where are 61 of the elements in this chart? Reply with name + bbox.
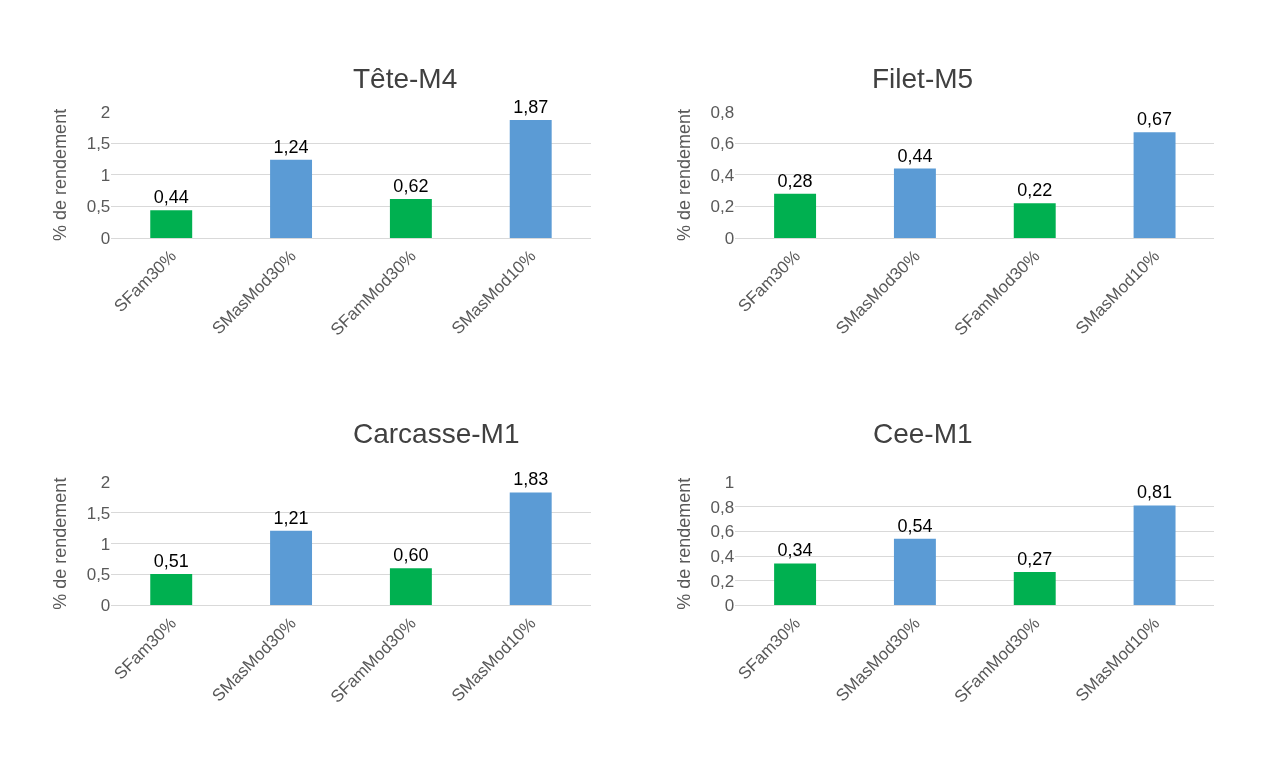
y-tick-label: 0,6: [710, 134, 735, 154]
chart-title: Cee-M1: [873, 418, 973, 449]
data-label: 0,54: [897, 515, 933, 536]
bar: [1013, 572, 1056, 606]
bar: [270, 530, 313, 606]
bar: [509, 119, 552, 239]
bar: [774, 563, 817, 606]
y-tick-label: 0,6: [710, 522, 735, 542]
bar: [509, 492, 552, 606]
chart-title: Filet-M5: [872, 63, 974, 94]
y-axis-title: % de rendement: [673, 477, 694, 610]
data-label: 0,27: [1017, 549, 1053, 570]
chart-title: Tête-M4: [353, 63, 458, 94]
bar: [893, 538, 936, 606]
y-tick-label: 0,8: [710, 102, 735, 122]
y-tick-label: 0,2: [710, 571, 735, 591]
data-label: 0,81: [1137, 482, 1173, 503]
y-tick-label: 0,8: [710, 497, 735, 517]
data-label: 0,22: [1017, 180, 1053, 201]
y-tick-label: 1: [724, 472, 735, 492]
bar: [150, 210, 193, 239]
y-axis-title: % de rendement: [49, 477, 70, 610]
data-label: 1,83: [513, 469, 549, 490]
data-label: 0,28: [777, 170, 813, 191]
y-tick-label: 0: [100, 596, 111, 616]
y-tick-label: 0,4: [710, 546, 735, 566]
y-tick-label: 0: [724, 229, 735, 249]
bar: [150, 573, 193, 606]
data-label: 1,21: [273, 507, 309, 528]
y-tick-label: 1: [100, 534, 111, 554]
y-tick-label: 1,5: [86, 134, 111, 154]
data-label: 0,62: [393, 175, 429, 196]
y-tick-label: 0,5: [86, 197, 111, 217]
y-tick-label: 0,4: [710, 165, 735, 185]
y-tick-label: 1: [100, 165, 111, 185]
data-label: 1,87: [513, 96, 549, 117]
data-label: 0,44: [897, 145, 933, 166]
y-tick-label: 2: [100, 102, 111, 122]
bar: [774, 193, 817, 239]
y-tick-label: 0,2: [710, 197, 735, 217]
data-label: 0,67: [1137, 109, 1173, 130]
data-label: 0,51: [153, 550, 189, 571]
data-label: 1,24: [273, 136, 309, 157]
bar: [1013, 203, 1056, 239]
bar: [893, 168, 936, 239]
data-label: 0,44: [153, 187, 189, 208]
y-tick-label: 2: [100, 472, 111, 492]
bar: [270, 159, 313, 239]
bar: [1133, 505, 1176, 606]
bar: [1133, 132, 1176, 239]
bar: [389, 568, 432, 606]
chart-title: Carcasse-M1: [353, 418, 520, 449]
y-axis-title: % de rendement: [49, 108, 70, 241]
y-tick-label: 0,5: [86, 565, 111, 585]
y-tick-label: 0: [100, 229, 111, 249]
y-tick-label: 0: [724, 596, 735, 616]
data-label: 0,60: [393, 545, 429, 566]
bar: [389, 198, 432, 239]
data-label: 0,34: [777, 540, 813, 561]
y-axis-title: % de rendement: [673, 108, 694, 241]
y-tick-label: 1,5: [86, 503, 111, 523]
